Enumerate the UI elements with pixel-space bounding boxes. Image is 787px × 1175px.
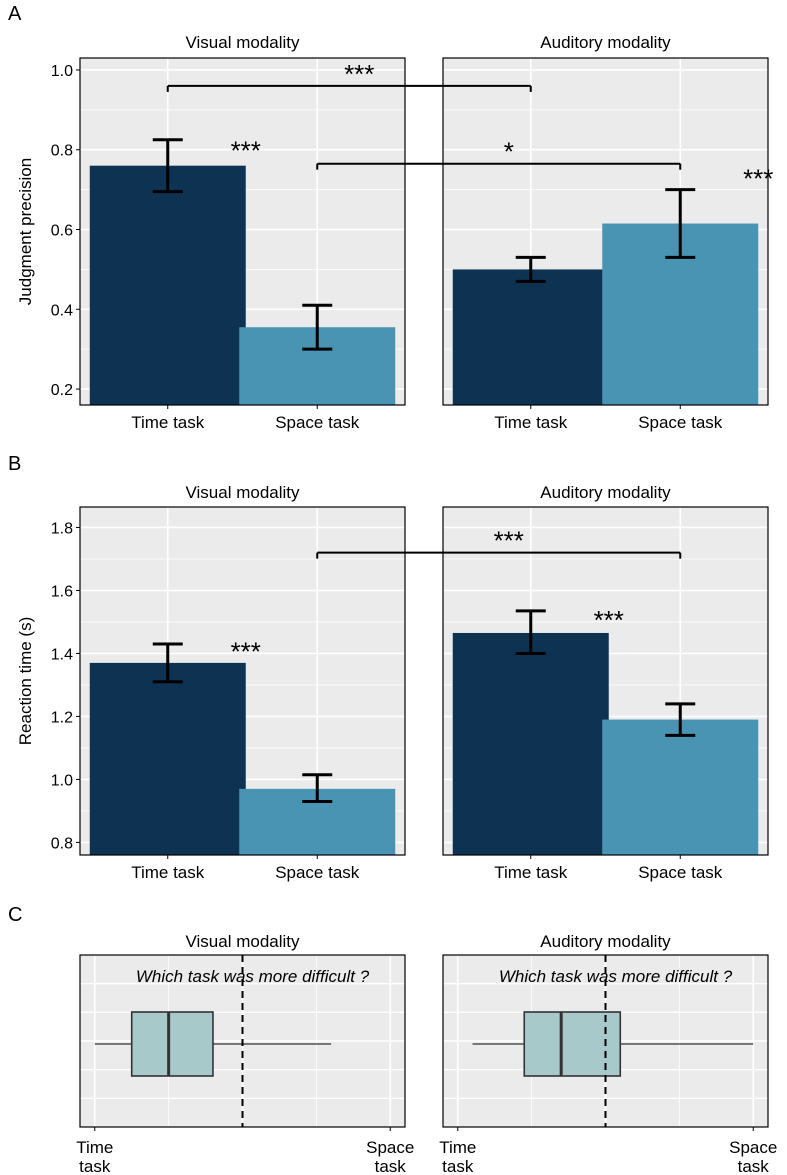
panel-border [79,954,406,1128]
facet-title: Auditory modality [540,483,671,502]
time-task-bar [452,269,609,405]
error-bar [515,609,546,655]
significance-stars: *** [594,605,624,635]
x-tick-label: Space task [638,413,723,432]
comparison-stars: *** [494,526,524,556]
facet-title: Auditory modality [540,33,671,52]
y-tick-label: 0.6 [51,223,73,240]
comparison-stars: *** [344,59,374,89]
error-bar [665,702,696,737]
significance-stars: *** [743,164,773,194]
y-tick-label: 1.0 [51,63,73,80]
panel-label: B [8,453,21,475]
box-iqr [523,1011,622,1077]
x-tick-label: Space task [275,863,360,882]
y-axis-label: Judgment precision [16,158,35,305]
panel-border [79,506,406,856]
x-tick-label: Space [729,1138,777,1157]
significance-stars: *** [231,636,261,666]
x-tick-label: Time [76,1138,113,1157]
y-tick-label: 0.2 [51,382,73,399]
panel-border [79,57,406,406]
y-axis-label: Reaction time (s) [16,617,35,745]
panel-label: A [8,3,22,25]
error-bar [302,773,333,803]
facet-title: Visual modality [185,932,300,951]
panel-border [442,57,769,406]
x-tick-label: task [738,1157,770,1175]
box-iqr [130,1011,214,1077]
y-tick-label: 0.8 [51,143,73,160]
comparison-bracket [316,162,682,170]
error-bar [515,255,546,283]
panel-border [442,506,769,856]
x-tick-label: Time task [131,863,205,882]
significance-stars: *** [231,136,261,166]
error-bar [302,303,333,351]
comparison-bracket [316,551,682,559]
time-task-bar [452,632,609,855]
y-tick-label: 1.8 [51,520,73,537]
error-bar [152,642,183,684]
facet-title: Visual modality [185,33,300,52]
y-tick-label: 1.6 [51,583,73,600]
y-tick-label: 1.2 [51,709,73,726]
x-tick-label: Space [366,1138,414,1157]
y-tick-label: 0.4 [51,302,73,319]
error-bar [152,138,183,194]
y-tick-label: 0.8 [51,835,73,852]
comparison-bracket [166,84,532,92]
x-tick-label: task [79,1157,111,1175]
x-tick-label: Time task [131,413,205,432]
x-tick-label: task [442,1157,474,1175]
facet-title: Auditory modality [540,932,671,951]
question-text: Which task was more difficult ? [499,967,733,986]
time-task-bar [89,662,246,855]
time-task-bar [89,165,246,405]
panel-label: C [8,904,22,926]
facet-title: Visual modality [185,483,300,502]
x-tick-label: Space task [275,413,360,432]
comparison-stars: * [504,137,514,167]
x-tick-label: task [375,1157,407,1175]
x-tick-label: Time [439,1138,476,1157]
x-tick-label: Time task [494,863,568,882]
y-tick-label: 1.4 [51,646,73,663]
y-tick-label: 1.0 [51,772,73,789]
x-tick-label: Time task [494,413,568,432]
error-bar [665,188,696,259]
space-task-bar [602,719,759,855]
x-tick-label: Space task [638,863,723,882]
question-text: Which task was more difficult ? [136,967,370,986]
panel-border [442,954,769,1128]
